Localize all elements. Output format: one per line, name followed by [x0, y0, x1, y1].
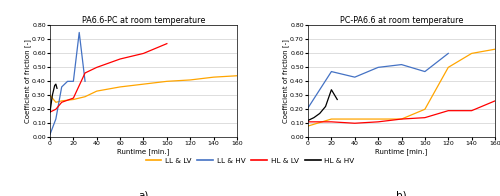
LL & LV — [58, 100, 64, 102]
LL & LV — [352, 118, 358, 120]
Line: LL & HV: LL & HV — [50, 33, 85, 134]
LL & LV — [117, 86, 123, 88]
Line: LL & HV: LL & HV — [308, 54, 448, 108]
LL & LV — [422, 108, 428, 111]
Y-axis label: Coefficient of friction [-]: Coefficient of friction [-] — [24, 39, 30, 123]
Title: PC-PA6.6 at room temperature: PC-PA6.6 at room temperature — [340, 16, 463, 25]
LL & LV — [375, 118, 381, 120]
LL & LV — [446, 66, 452, 69]
HL & LV — [422, 116, 428, 119]
HL & LV — [492, 100, 498, 102]
Line: HL & HV: HL & HV — [308, 90, 337, 120]
LL & LV — [187, 79, 193, 81]
HL & HV — [54, 87, 60, 90]
HL & LV — [94, 66, 100, 69]
LL & LV — [468, 52, 474, 55]
HL & LV — [398, 118, 404, 120]
LL & HV — [58, 86, 64, 88]
LL & LV — [210, 76, 216, 78]
LL & LV — [53, 101, 59, 103]
Legend: LL & LV, LL & HV, HL & LV, HL & HV: LL & LV, LL & HV, HL & LV, HL & HV — [142, 155, 358, 167]
Line: LL & LV: LL & LV — [308, 49, 495, 126]
HL & HV — [328, 89, 334, 91]
Line: HL & LV: HL & LV — [50, 44, 167, 112]
LL & LV — [305, 125, 311, 127]
HL & LV — [375, 121, 381, 123]
HL & LV — [446, 110, 452, 112]
Y-axis label: Coefficient of friction [-]: Coefficient of friction [-] — [282, 39, 288, 123]
Title: PA6.6-PC at room temperature: PA6.6-PC at room temperature — [82, 16, 205, 25]
LL & HV — [82, 80, 88, 83]
HL & LV — [328, 121, 334, 123]
HL & HV — [47, 111, 53, 113]
LL & HV — [64, 80, 70, 83]
LL & HV — [352, 76, 358, 78]
LL & LV — [82, 95, 88, 98]
LL & HV — [375, 66, 381, 69]
HL & LV — [352, 122, 358, 124]
LL & HV — [328, 70, 334, 73]
Line: HL & LV: HL & LV — [308, 101, 495, 123]
X-axis label: Runtime [min.]: Runtime [min.] — [376, 148, 428, 154]
HL & LV — [47, 111, 53, 113]
LL & HV — [422, 70, 428, 73]
HL & HV — [322, 105, 328, 108]
Text: b): b) — [396, 191, 407, 196]
HL & LV — [117, 58, 123, 60]
X-axis label: Runtime [min.]: Runtime [min.] — [118, 148, 170, 154]
HL & LV — [305, 121, 311, 123]
HL & HV — [316, 112, 322, 115]
HL & HV — [50, 94, 56, 96]
HL & HV — [53, 83, 59, 85]
HL & LV — [468, 110, 474, 112]
Line: LL & LV: LL & LV — [50, 76, 237, 102]
Line: HL & HV: HL & HV — [50, 84, 57, 112]
LL & LV — [234, 74, 240, 77]
LL & LV — [398, 118, 404, 120]
HL & HV — [305, 119, 311, 122]
HL & HV — [311, 116, 317, 119]
LL & HV — [305, 107, 311, 109]
LL & LV — [70, 98, 76, 101]
HL & HV — [52, 84, 58, 87]
LL & LV — [492, 48, 498, 50]
LL & HV — [398, 64, 404, 66]
LL & LV — [140, 83, 146, 85]
LL & LV — [164, 80, 170, 83]
LL & HV — [53, 118, 59, 120]
LL & HV — [47, 133, 53, 136]
LL & HV — [76, 31, 82, 34]
LL & LV — [328, 118, 334, 120]
LL & LV — [47, 94, 53, 96]
LL & HV — [446, 52, 452, 55]
Text: a): a) — [138, 191, 148, 196]
HL & HV — [334, 98, 340, 101]
HL & LV — [140, 52, 146, 55]
HL & LV — [53, 108, 59, 111]
HL & LV — [70, 97, 76, 99]
HL & LV — [82, 72, 88, 74]
HL & LV — [164, 43, 170, 45]
LL & HV — [70, 80, 76, 83]
HL & LV — [58, 101, 64, 103]
LL & LV — [94, 90, 100, 92]
